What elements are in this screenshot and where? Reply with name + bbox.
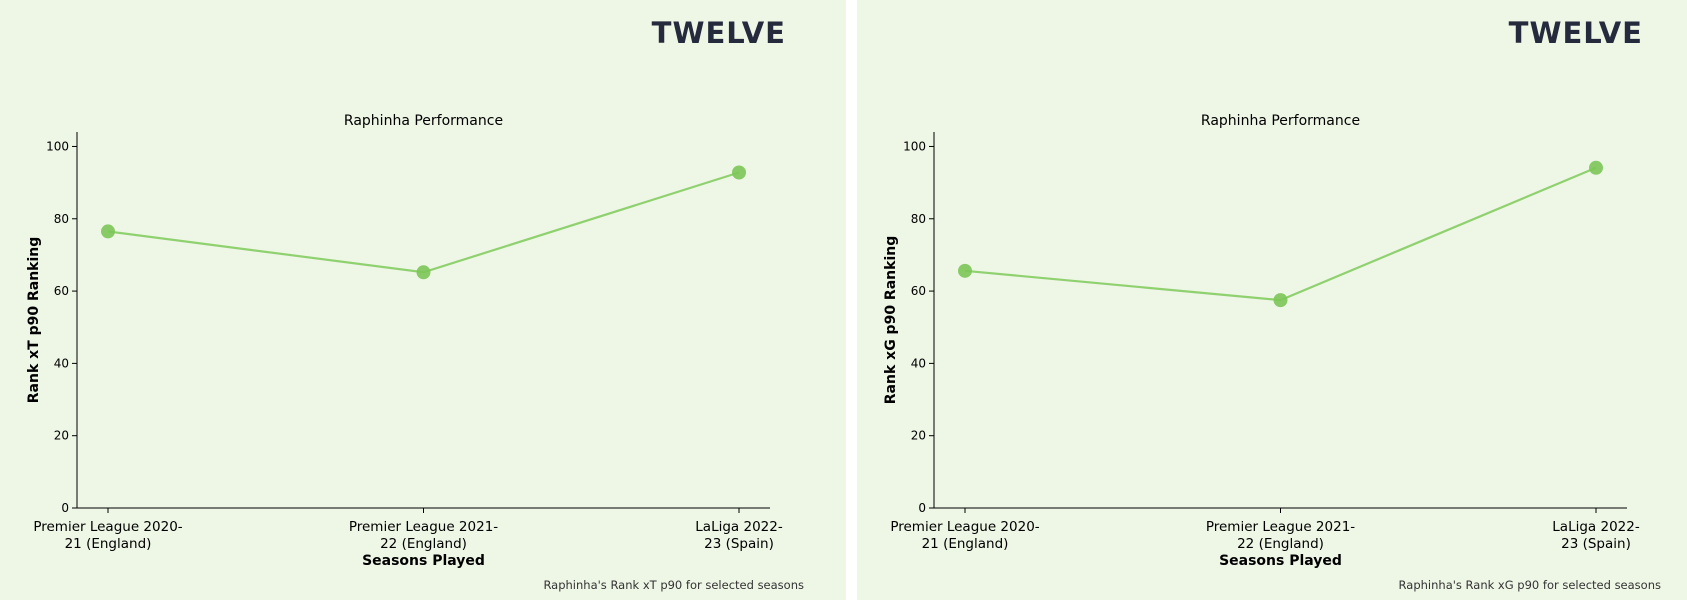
series-line [107, 171, 740, 274]
chart-caption: Raphinha's Rank xG p90 for selected seas… [1398, 578, 1661, 592]
x-tick-label: 23 (Spain) [704, 536, 774, 552]
data-point [732, 165, 746, 180]
x-tick-label: LaLiga 2022- [1552, 519, 1640, 535]
x-tick-label: 22 (England) [380, 536, 467, 552]
x-axis-label: Seasons Played [362, 553, 485, 569]
series-line [964, 166, 1597, 302]
y-axis-label: Rank xT p90 Ranking [26, 237, 42, 404]
xt-line-chart: 0 20 40 60 80 100 Premier League 2020-21 (Engl… [26, 113, 783, 569]
x-tick-label: 21 (England) [65, 536, 152, 552]
y-tick-label: 20 [54, 429, 69, 443]
y-tick-label: 60 [911, 284, 926, 298]
x-axis-label: Seasons Played [1219, 553, 1342, 569]
x-tick-label: Premier League 2021- [1206, 519, 1355, 535]
twelve-logo: TWELVE [1508, 16, 1643, 50]
x-tick-label: 21 (England) [922, 536, 1009, 552]
y-tick-label: 80 [54, 212, 69, 226]
x-tick-label: 23 (Spain) [1561, 536, 1631, 552]
chart-panel-xg: TWELVE 0 20 40 60 80 100 Premier League 2020- 2… [857, 0, 1687, 600]
data-point [958, 263, 972, 278]
y-tick-label: 0 [61, 501, 69, 515]
x-tick-label: Premier League 2020- [33, 519, 182, 535]
chart-title: Raphinha Performance [344, 113, 503, 129]
y-tick-label: 20 [911, 429, 926, 443]
data-point [1273, 293, 1288, 308]
xg-line-chart: 0 20 40 60 80 100 Premier League 2020-21 (Engl… [883, 113, 1640, 569]
y-tick-label: 80 [911, 212, 926, 226]
chart-caption: Raphinha's Rank xT p90 for selected seas… [543, 578, 804, 592]
y-tick-label: 40 [911, 356, 926, 370]
y-tick-label: 0 [918, 501, 926, 515]
x-tick-label: Premier League 2021- [349, 519, 498, 535]
twelve-logo: TWELVE [651, 16, 786, 50]
data-point [101, 224, 115, 239]
y-tick-label: 100 [46, 139, 69, 153]
chart-panel-xt: TWELVE 0 20 40 60 80 100 Premier League 2020- 2… [0, 0, 846, 600]
y-axis-label: Rank xG p90 Ranking [883, 236, 899, 404]
x-tick-label: 22 (England) [1237, 536, 1324, 552]
x-tick-label: Premier League 2020- [890, 519, 1039, 535]
y-tick-label: 100 [903, 139, 926, 153]
x-tick-label: LaLiga 2022- [695, 519, 783, 535]
data-point [1589, 160, 1603, 175]
y-tick-label: 40 [54, 356, 69, 370]
data-point [416, 265, 431, 280]
y-tick-label: 60 [54, 284, 69, 298]
chart-title: Raphinha Performance [1201, 113, 1360, 129]
